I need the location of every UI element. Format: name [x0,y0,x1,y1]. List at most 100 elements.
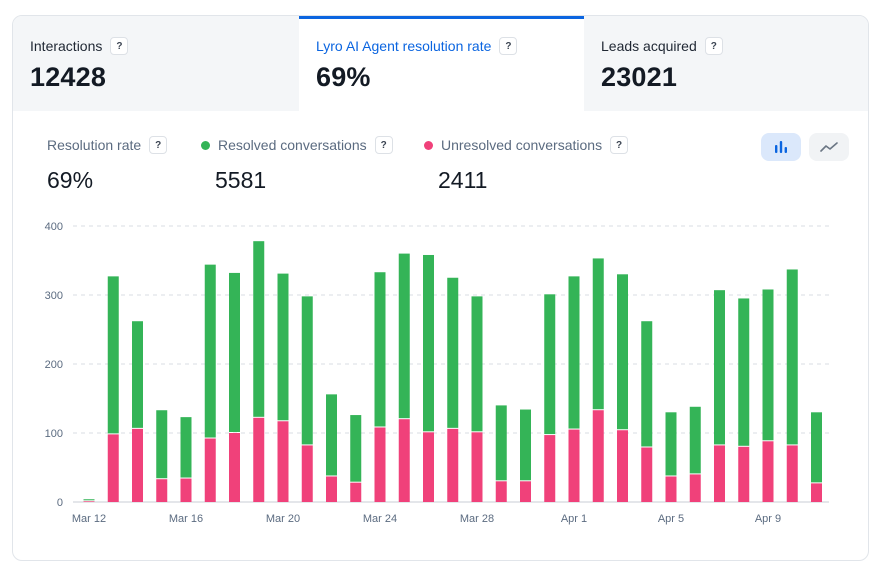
metric-unresolved-label: Unresolved conversations [441,137,603,153]
bar-unresolved[interactable] [132,428,143,502]
bar-resolved[interactable] [592,258,604,410]
bar-unresolved[interactable] [301,445,313,502]
bar-unresolved[interactable] [156,479,168,502]
x-tick-label: Mar 16 [169,513,203,525]
bar-resolved[interactable] [374,272,386,427]
bar-unresolved[interactable] [447,428,459,502]
bar-resolved[interactable] [301,296,313,445]
bar-unresolved[interactable] [786,445,798,502]
help-icon[interactable]: ? [374,136,393,154]
bar-unresolved[interactable] [762,441,774,502]
help-icon[interactable]: ? [610,136,629,154]
bar-unresolved[interactable] [592,410,604,502]
x-tick-label: Mar 20 [266,513,300,525]
bar-resolved[interactable] [520,409,531,481]
metric-resolved: Resolved conversations? 5581 [201,135,393,194]
bar-resolved[interactable] [277,273,289,421]
stacked-bar-chart: 0 100 200 300 400 Mar 12 Mar 16 Mar 20 Mar 24 Mar… [45,221,829,525]
bar-unresolved[interactable] [350,482,362,502]
bar-unresolved[interactable] [811,483,822,502]
bar-unresolved[interactable] [520,481,531,502]
y-tick-label: 0 [57,497,63,509]
help-icon[interactable]: ? [110,37,129,55]
help-icon[interactable]: ? [149,136,168,154]
bar-resolved[interactable] [204,264,216,438]
x-tick-label: Mar 28 [460,513,494,525]
y-tick-label: 200 [45,359,63,371]
help-icon[interactable]: ? [704,37,723,55]
bar-unresolved[interactable] [180,478,192,502]
bar-resolved[interactable] [617,274,628,430]
bar-resolved[interactable] [132,321,143,428]
bar-unresolved[interactable] [229,433,240,502]
bar-unresolved[interactable] [204,438,216,502]
bar-resolved[interactable] [665,412,677,476]
tab-resolution-rate[interactable]: Lyro AI Agent resolution rate? 69% [299,16,584,111]
bar-resolved[interactable] [180,417,192,478]
bar-view-button[interactable] [761,133,801,161]
kpi-tabs: Interactions? 12428 Lyro AI Agent resolu… [13,16,868,111]
bar-unresolved[interactable] [471,432,483,502]
x-tick-label: Apr 9 [755,513,781,525]
bar-unresolved[interactable] [423,432,434,502]
bar-unresolved[interactable] [495,481,507,502]
bar-resolved[interactable] [495,405,507,481]
tab-interactions[interactable]: Interactions? 12428 [13,16,299,111]
bar-resolved[interactable] [326,394,337,476]
bar-chart-icon [775,141,787,153]
resolved-legend-dot [201,140,210,150]
x-tick-label: Apr 5 [658,513,684,525]
tab-leads-acquired[interactable]: Leads acquired? 23021 [584,16,868,111]
bar-resolved[interactable] [738,298,750,446]
tab-interactions-label: Interactions [30,38,103,54]
bar-resolved[interactable] [107,276,119,434]
bar-unresolved[interactable] [107,434,119,502]
bar-unresolved[interactable] [568,429,580,502]
bar-unresolved[interactable] [326,476,337,502]
bar-unresolved[interactable] [738,446,750,502]
bar-resolved[interactable] [811,412,822,483]
metric-unresolved-value: 2411 [438,167,488,193]
bar-unresolved[interactable] [374,427,386,502]
metric-resolution-rate: Resolution rate? 69% [47,135,168,194]
bar-resolved[interactable] [786,269,798,445]
tab-interactions-value: 12428 [30,62,107,92]
bar-unresolved[interactable] [253,417,265,502]
bar-resolved[interactable] [544,294,556,435]
bar-resolved[interactable] [447,277,459,428]
bar-resolved[interactable] [641,321,653,447]
help-icon[interactable]: ? [499,37,518,55]
y-tick-label: 300 [45,290,63,302]
bar-resolved[interactable] [83,499,95,501]
bar-unresolved[interactable] [714,445,725,502]
bar-resolved[interactable] [423,254,434,432]
bar-unresolved[interactable] [641,447,653,502]
y-tick-label: 400 [45,221,63,233]
y-tick-label: 100 [45,428,63,440]
bar-unresolved[interactable] [277,421,289,502]
bar-unresolved[interactable] [665,476,677,502]
bar-resolved[interactable] [253,241,265,417]
bar-resolved[interactable] [762,289,774,441]
x-tick-label: Apr 1 [561,513,587,525]
bar-resolved[interactable] [398,253,410,419]
bar-resolved[interactable] [689,406,701,474]
line-view-button[interactable] [809,133,849,161]
bar-unresolved[interactable] [689,474,701,502]
bar-resolved[interactable] [156,410,168,479]
bar-resolved[interactable] [350,415,362,482]
tab-leads-acquired-value: 23021 [601,62,678,92]
bar-unresolved[interactable] [83,501,95,502]
metric-resolution-rate-label: Resolution rate [47,137,142,153]
bar-unresolved[interactable] [544,435,556,502]
bar-resolved[interactable] [714,290,725,445]
metric-resolution-rate-value: 69% [47,167,94,193]
metric-unresolved: Unresolved conversations? 2411 [424,135,629,194]
bar-resolved[interactable] [229,272,240,432]
bar-unresolved[interactable] [398,419,410,502]
metric-resolved-label: Resolved conversations [218,137,367,153]
bar-resolved[interactable] [471,296,483,432]
tab-leads-acquired-label: Leads acquired [601,38,697,54]
bar-unresolved[interactable] [617,430,628,502]
bar-resolved[interactable] [568,276,580,429]
